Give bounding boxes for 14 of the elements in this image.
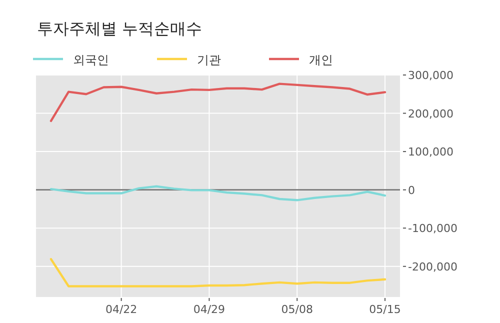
chart-title: 투자주체별 누적순매수 bbox=[37, 19, 202, 38]
x-tick-label: 05/08 bbox=[281, 303, 313, 316]
legend-label: 개인 bbox=[309, 53, 333, 67]
y-tick-label: 100,000 bbox=[408, 146, 454, 159]
x-tick-label: 05/15 bbox=[369, 303, 401, 316]
y-tick-label: -200,000 bbox=[408, 260, 458, 274]
y-tick-label: 300,000 bbox=[408, 69, 454, 82]
legend-label: 외국인 bbox=[73, 53, 109, 67]
y-tick-label: 0 bbox=[408, 184, 415, 197]
x-tick-label: 04/22 bbox=[105, 303, 138, 316]
x-tick-label: 04/29 bbox=[193, 303, 226, 316]
y-tick-label: -100,000 bbox=[408, 222, 458, 236]
legend-label: 기관 bbox=[197, 53, 221, 67]
y-tick-label: 200,000 bbox=[408, 107, 454, 120]
